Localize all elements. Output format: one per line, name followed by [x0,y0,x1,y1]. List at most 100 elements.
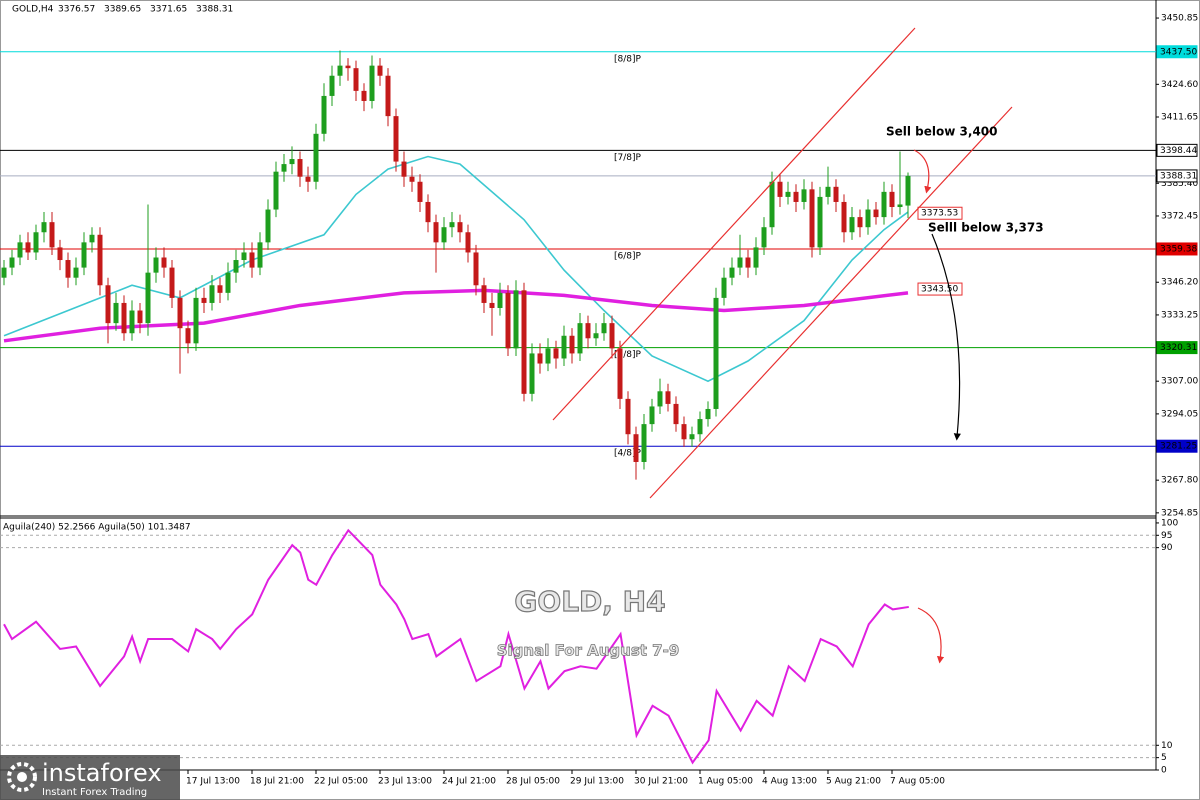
level-label: 3437.50 [1160,47,1197,57]
candle-body [241,252,247,261]
candle-body [801,189,807,202]
x-tick-label: 18 Jul 21:00 [250,777,304,787]
candle-body [761,227,767,248]
candle-body [369,65,375,101]
y-tick-label: 95 [1161,531,1172,541]
logo: instaforex Instant Forex Trading [0,755,180,800]
candle-body [897,204,903,208]
candle-body [409,176,415,182]
candle-body [177,297,183,329]
candle-body [49,222,55,248]
candle-body [689,434,695,440]
candle-body [473,252,479,286]
level-label: 3281.25 [1160,442,1197,452]
y-tick-label: 3411.65 [1161,113,1198,123]
candle-body [497,292,503,308]
candle-body [905,175,911,206]
y-tick-label: 3254.85 [1161,508,1198,518]
candle-body [465,232,471,253]
candle-body [697,419,703,435]
candle-body [201,297,207,303]
candle-body [841,201,847,233]
candle-body [9,257,15,268]
ohlc-header: 3371.65 [150,5,187,15]
candle-body [273,171,279,210]
candle-body [441,227,447,243]
candle-body [81,242,87,268]
y-tick-label: 0 [1161,766,1167,776]
candle-body [681,424,687,440]
candle-body [25,242,31,253]
candle-body [89,234,95,243]
candle-body [657,391,663,407]
y-tick-label: 90 [1161,543,1173,553]
candle-body [161,257,167,268]
candle-body [297,159,303,177]
candle-body [281,164,287,172]
candle-body [785,191,791,197]
candle-body [217,285,223,293]
channel-line [649,106,1013,499]
y-tick-label: 3294.05 [1161,409,1198,419]
candle-body [825,186,831,197]
candle-body [121,302,127,334]
price-marker-label: 3373.53 [921,209,958,219]
candle-body [353,68,359,91]
x-tick-label: 5 Aug 21:00 [826,777,881,787]
candle-body [401,161,407,177]
candle-body [305,176,311,182]
level-box [1156,45,1198,59]
candle-body [345,65,351,69]
y-tick-label: 5 [1161,753,1167,763]
candle-body [745,257,751,268]
candle-body [553,348,559,359]
candle-body [633,434,639,462]
ohlc-header: 3388.31 [196,5,233,15]
candle-body [137,310,143,324]
candle-body [857,217,863,228]
candle-body [265,209,271,243]
candle-body [105,285,111,324]
y-tick-label: 3450.85 [1161,14,1198,24]
candle-body [129,310,135,334]
candle-body [729,267,735,278]
logo-icon [7,762,37,792]
candle-body [393,116,399,162]
candle-body [225,272,231,293]
candle-body [777,181,783,197]
candle-body [481,285,487,303]
level-box [1156,143,1198,157]
candle-body [713,297,719,409]
candle-body [425,201,431,223]
candle-body [449,222,455,228]
level-box [1156,439,1198,453]
indicator-line [3,528,909,765]
candle-body [97,234,103,286]
candle-body [489,302,495,308]
candle-body [665,391,671,404]
candle-body [185,328,191,344]
level-tag: [7/8]P [614,153,642,163]
candle-body [145,272,151,324]
candle-body [361,90,367,101]
candle-body [753,247,759,268]
candle-body [417,181,423,202]
candle-body [337,65,343,76]
candle-body [833,186,839,202]
candle-body [737,257,743,268]
price-marker [917,282,963,296]
arrow [931,233,961,441]
level-tag: [5/8]P [614,350,642,360]
annotation: Selll below 3,373 [928,221,1044,235]
price-marker-label: 3343.50 [921,285,958,295]
candle-body [561,335,567,359]
candle-body [617,348,623,399]
x-tick-label: 29 Jul 13:00 [570,777,624,787]
candle-body [593,333,599,339]
x-tick-label: 22 Jul 05:00 [314,777,368,787]
arrow [913,149,932,194]
level-tag: [8/8]P [614,54,642,64]
candle-body [793,191,799,202]
